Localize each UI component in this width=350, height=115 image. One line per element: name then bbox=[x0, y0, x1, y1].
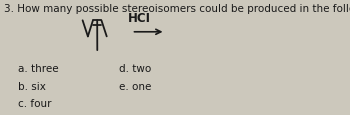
Text: a. three: a. three bbox=[18, 64, 58, 74]
Text: c. four: c. four bbox=[18, 98, 51, 108]
Text: b. six: b. six bbox=[18, 81, 46, 91]
Text: e. one: e. one bbox=[119, 81, 152, 91]
Text: HCI: HCI bbox=[128, 12, 150, 25]
Text: d. two: d. two bbox=[119, 64, 152, 74]
Text: 3. How many possible stereoisomers could be produced in the following reaction?: 3. How many possible stereoisomers could… bbox=[4, 4, 350, 14]
